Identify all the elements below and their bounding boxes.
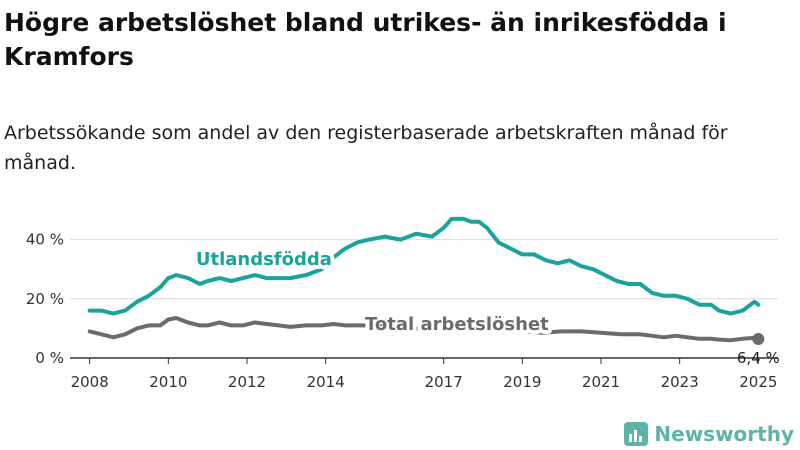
series-label: Total arbetslöshet: [365, 314, 549, 335]
x-tick-label: 2019: [503, 373, 541, 391]
series-label: Utlandsfödda: [196, 249, 332, 270]
x-tick-label: 2014: [307, 373, 345, 391]
x-tick-label: 2017: [425, 373, 463, 391]
end-point-marker: [752, 333, 765, 346]
series-line-total: [87, 316, 761, 343]
brand: Newsworthy: [624, 422, 794, 446]
brand-name: Newsworthy: [654, 422, 794, 446]
x-tick-label: 2023: [661, 373, 699, 391]
series-label-halo: Utlandsfödda: [196, 249, 332, 270]
chart-subtitle: Arbetssökande som andel av den registerb…: [4, 122, 728, 174]
x-tick-label: 2012: [228, 373, 266, 391]
y-tick-label: 20 %: [26, 290, 64, 308]
y-tick-label: 40 %: [26, 231, 64, 249]
end-value-label: 6,4 %: [737, 349, 780, 367]
chart-title: Högre arbetslöshet bland utrikes- än inr…: [4, 8, 727, 71]
x-tick-label: 2008: [71, 373, 109, 391]
series-line-utlandsfodda: [87, 216, 761, 316]
x-tick-label: 2025: [739, 373, 777, 391]
series-label-halo: Total arbetslöshet: [365, 314, 549, 335]
y-tick-label: 0 %: [35, 349, 64, 367]
newsworthy-logo-icon: [624, 422, 649, 446]
x-tick-label: 2021: [582, 373, 620, 391]
x-tick-label: 2010: [149, 373, 187, 391]
